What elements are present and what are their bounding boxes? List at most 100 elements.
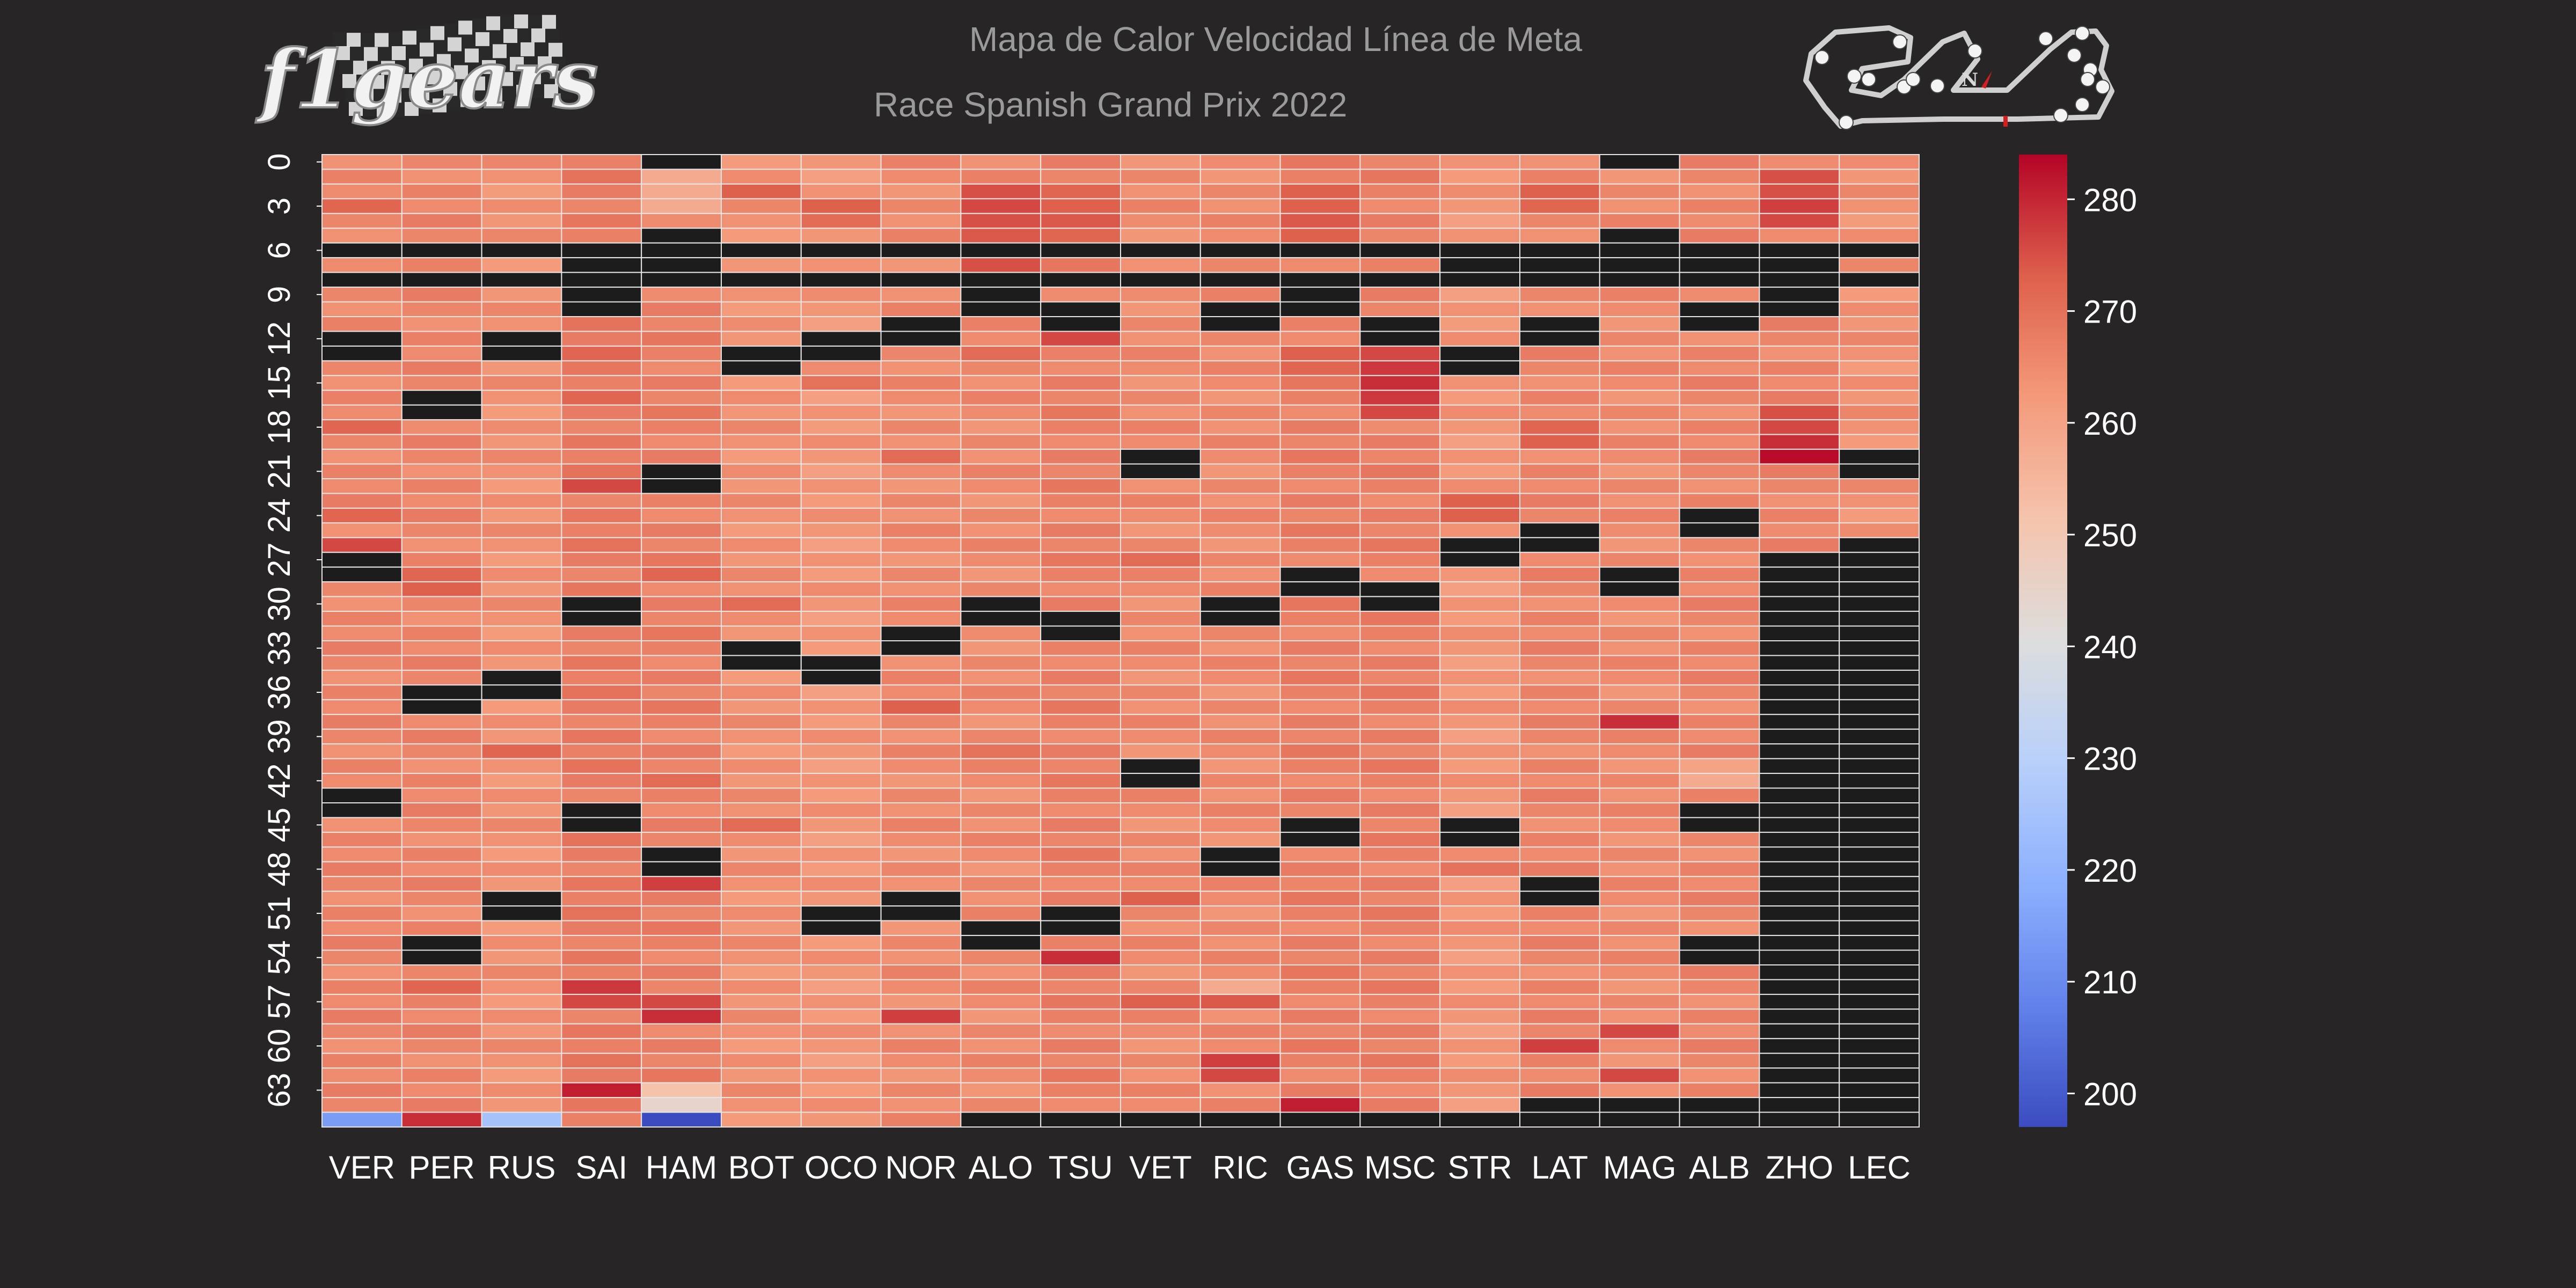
heatmap-cell (641, 404, 722, 421)
heatmap-cell (1519, 684, 1600, 700)
heatmap-cell (1519, 743, 1600, 759)
heatmap-cell (481, 876, 562, 892)
flag-square (339, 60, 353, 74)
flag-square (448, 37, 462, 52)
heatmap-cell (401, 154, 482, 170)
heatmap-cell (1599, 596, 1680, 612)
heatmap-cell (1199, 183, 1281, 200)
flag-square (395, 60, 409, 74)
heatmap-cell (1759, 1023, 1840, 1040)
heatmap-cell (1359, 493, 1441, 509)
heatmap-cell (1359, 301, 1441, 318)
heatmap-cell (1199, 213, 1281, 229)
heatmap-cell (880, 375, 962, 391)
heatmap-cell (880, 949, 962, 965)
heatmap-cell (960, 316, 1042, 332)
heatmap-cell (1439, 611, 1520, 627)
heatmap-cell (1279, 1023, 1361, 1040)
heatmap-cell (1040, 537, 1121, 553)
heatmap-cell (1519, 287, 1600, 303)
heatmap-cell (800, 507, 882, 524)
heatmap-cell (800, 493, 882, 509)
heatmap-cell (321, 360, 402, 376)
heatmap-cell (641, 1111, 722, 1128)
heatmap-cell (1759, 552, 1840, 568)
heatmap-cell (1599, 345, 1680, 362)
heatmap-cell (1279, 331, 1361, 347)
heatmap-cell (721, 699, 802, 715)
heatmap-cell (1040, 1082, 1121, 1099)
heatmap-cell (1519, 213, 1600, 229)
heatmap-cell (1359, 213, 1441, 229)
heatmap-cell (1679, 861, 1760, 877)
heatmap-cell (1519, 920, 1600, 936)
heatmap-cell (1519, 640, 1600, 656)
heatmap-cell (960, 507, 1042, 524)
heatmap-cell (1519, 375, 1600, 391)
flag-square (361, 33, 375, 47)
heatmap-cell (1839, 449, 1920, 465)
heatmap-cell (401, 773, 482, 789)
heatmap-cell (800, 1052, 882, 1069)
heatmap-cell (1279, 861, 1361, 877)
heatmap-cell (401, 345, 482, 362)
heatmap-cell (1519, 949, 1600, 965)
heatmap-cell (1359, 831, 1441, 848)
heatmap-cell (1279, 684, 1361, 700)
heatmap-cell (1439, 758, 1520, 774)
heatmap-cell (960, 228, 1042, 244)
heatmap-cell (800, 773, 882, 789)
heatmap-cell (1439, 655, 1520, 671)
heatmap-cell (721, 345, 802, 362)
heatmap-cell (481, 272, 562, 288)
heatmap-cell (481, 345, 562, 362)
heatmap-cell (561, 478, 642, 494)
heatmap-cell (1439, 905, 1520, 921)
heatmap-cell (1040, 669, 1121, 686)
heatmap-cell (1679, 1023, 1760, 1040)
colorbar-tick-label: 220 (2083, 853, 2137, 889)
flag-square (545, 28, 559, 43)
heatmap-cell (1359, 537, 1441, 553)
heatmap-cell (321, 581, 402, 597)
heatmap-cell (1120, 1067, 1201, 1084)
heatmap-cell (1599, 1008, 1680, 1024)
heatmap-cell (721, 861, 802, 877)
heatmap-cell (321, 611, 402, 627)
heatmap-cell (321, 1082, 402, 1099)
heatmap-cell (561, 360, 642, 376)
heatmap-cell (401, 434, 482, 450)
heatmap-cell (1759, 449, 1840, 465)
heatmap-cell (1279, 242, 1361, 259)
heatmap-cell (641, 1008, 722, 1024)
y-tick-label: 63 (262, 1073, 297, 1108)
heatmap-cell (1759, 183, 1840, 200)
heatmap-cell (1040, 228, 1121, 244)
heatmap-cell (1599, 154, 1680, 170)
heatmap-cell (1199, 861, 1281, 877)
heatmap-cell (800, 183, 882, 200)
heatmap-cell (1040, 434, 1121, 450)
flag-square (488, 87, 502, 102)
heatmap-cell (1439, 522, 1520, 538)
heatmap-cell (1120, 728, 1201, 745)
heatmap-cell (1679, 434, 1760, 450)
heatmap-cell (1519, 360, 1600, 376)
heatmap-cell (1120, 360, 1201, 376)
heatmap-cell (561, 890, 642, 907)
heatmap-cell (481, 434, 562, 450)
heatmap-cell (1120, 817, 1201, 833)
heatmap-cell (1439, 552, 1520, 568)
heatmap-cell (561, 1052, 642, 1069)
heatmap-cell (1839, 375, 1920, 391)
heatmap-cell (1040, 640, 1121, 656)
heatmap-grid (321, 154, 1920, 1128)
heatmap-cell (721, 463, 802, 480)
heatmap-cell (1839, 669, 1920, 686)
heatmap-cell (401, 920, 482, 936)
heatmap-cell (721, 198, 802, 214)
heatmap-cell (1599, 625, 1680, 641)
heatmap-cell (1439, 773, 1520, 789)
heatmap-cell (1439, 449, 1520, 465)
heatmap-cell (1599, 728, 1680, 745)
